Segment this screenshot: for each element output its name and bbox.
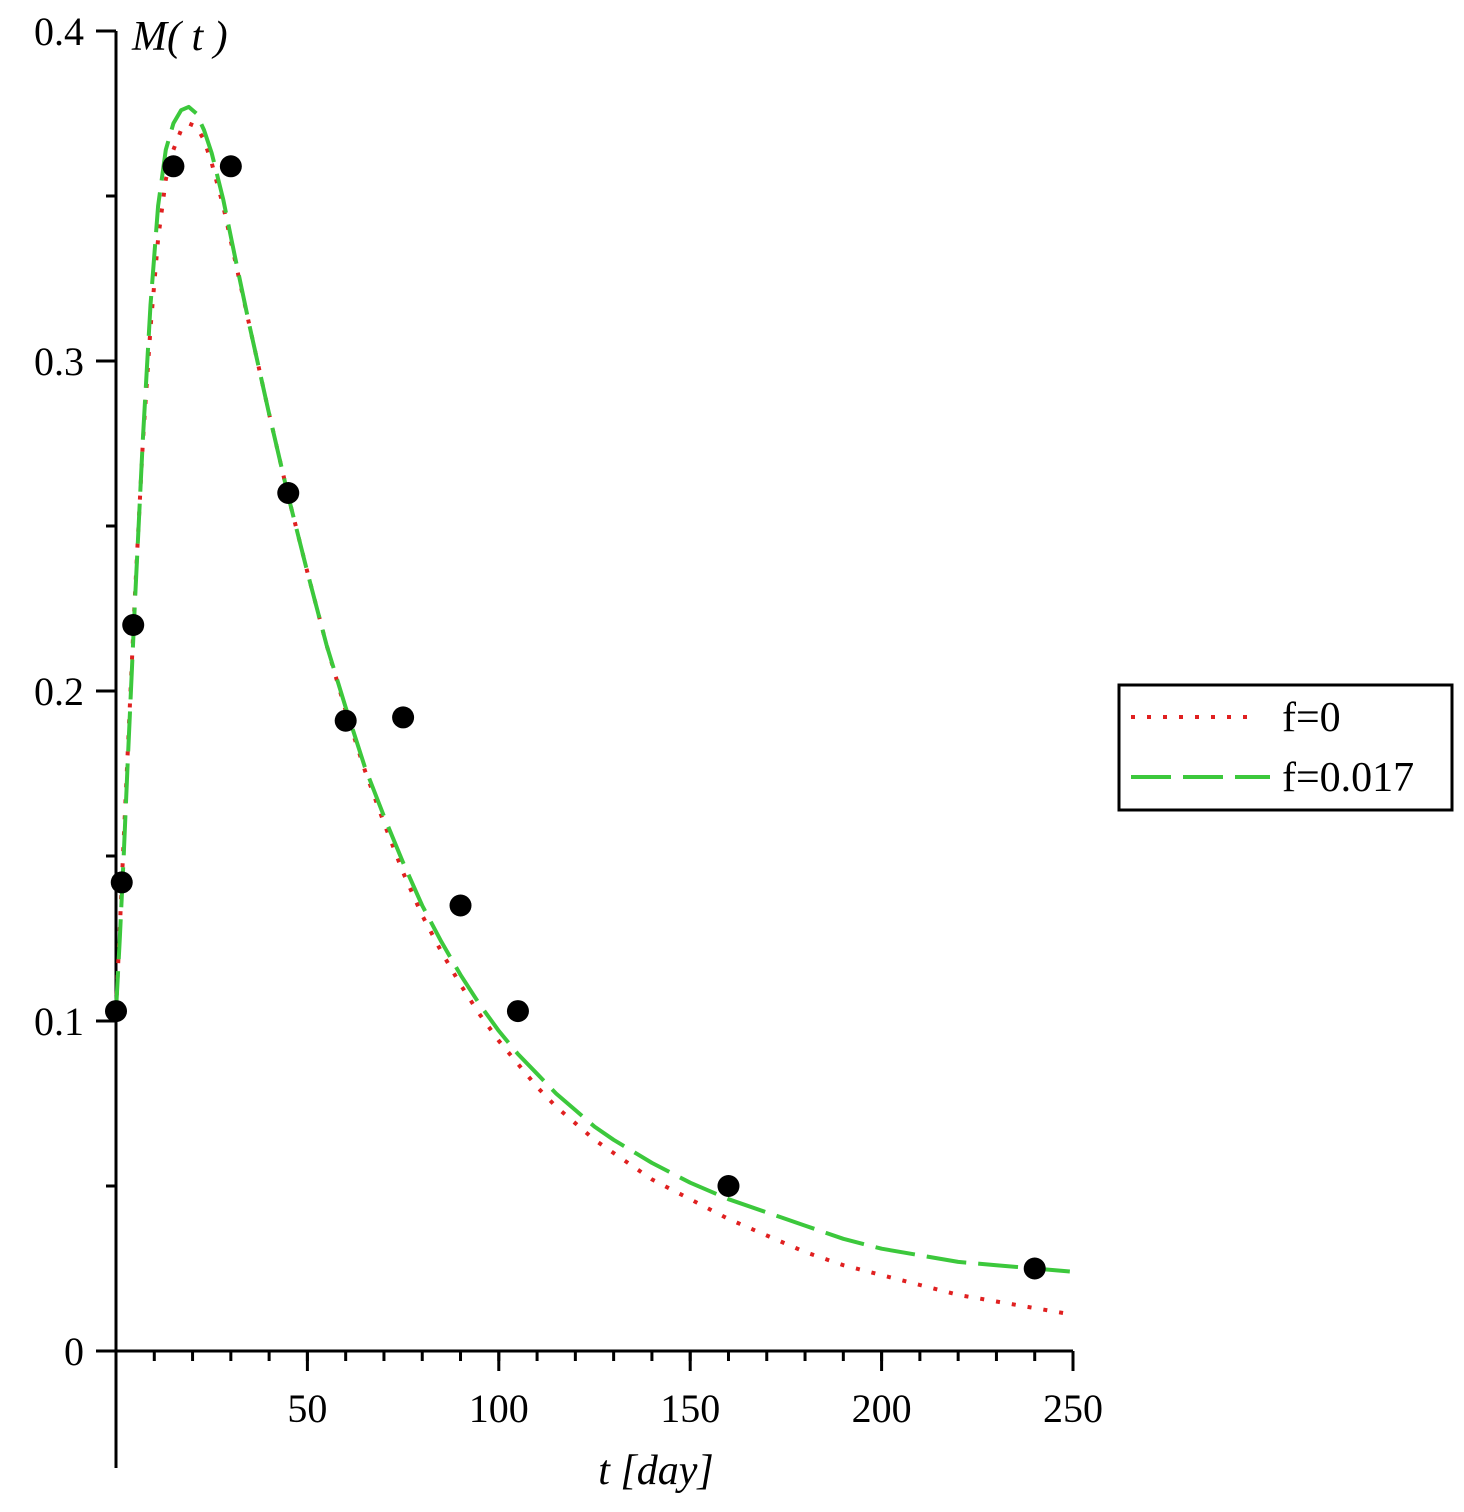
series-line-1 [114,104,1074,1274]
y-axis-title: M( t ) [131,14,228,60]
data-point [449,894,472,917]
y-tick-label: 0.2 [34,669,84,714]
x-tick-label: 250 [1043,1386,1103,1431]
x-tick-label: 200 [852,1386,912,1431]
observation-points [105,155,1046,1280]
y-tick-label: 0 [64,1329,84,1374]
x-axis-title: t [day] [598,1448,714,1494]
data-point [277,482,300,504]
y-tick-label: 0.1 [34,999,84,1044]
data-point [219,155,242,178]
data-point [122,614,145,636]
series-layer [114,104,1074,1317]
data-point [334,709,357,732]
y-tick-label: 0.3 [34,339,84,384]
data-point [162,155,185,178]
x-tick-label: 100 [469,1386,529,1431]
legend-box [1117,683,1454,812]
legend-label-f0017: f=0.017 [1282,755,1414,801]
data-point [1023,1257,1046,1280]
data-point [392,706,415,729]
data-point [717,1175,740,1197]
data-point [506,1000,529,1023]
data-point [105,1000,127,1023]
axes: 50 100 150 200 250 0 0.1 0.2 0.3 0.4 [34,9,1103,1468]
x-tick-label: 150 [660,1386,720,1431]
y-tick-label: 0.4 [34,9,84,54]
x-tick-label: 50 [287,1386,327,1431]
series-line-0 [114,121,1074,1317]
legend: f=0 f=0.017 [1117,683,1454,812]
legend-label-f0: f=0 [1282,695,1341,741]
data-point [110,871,133,894]
